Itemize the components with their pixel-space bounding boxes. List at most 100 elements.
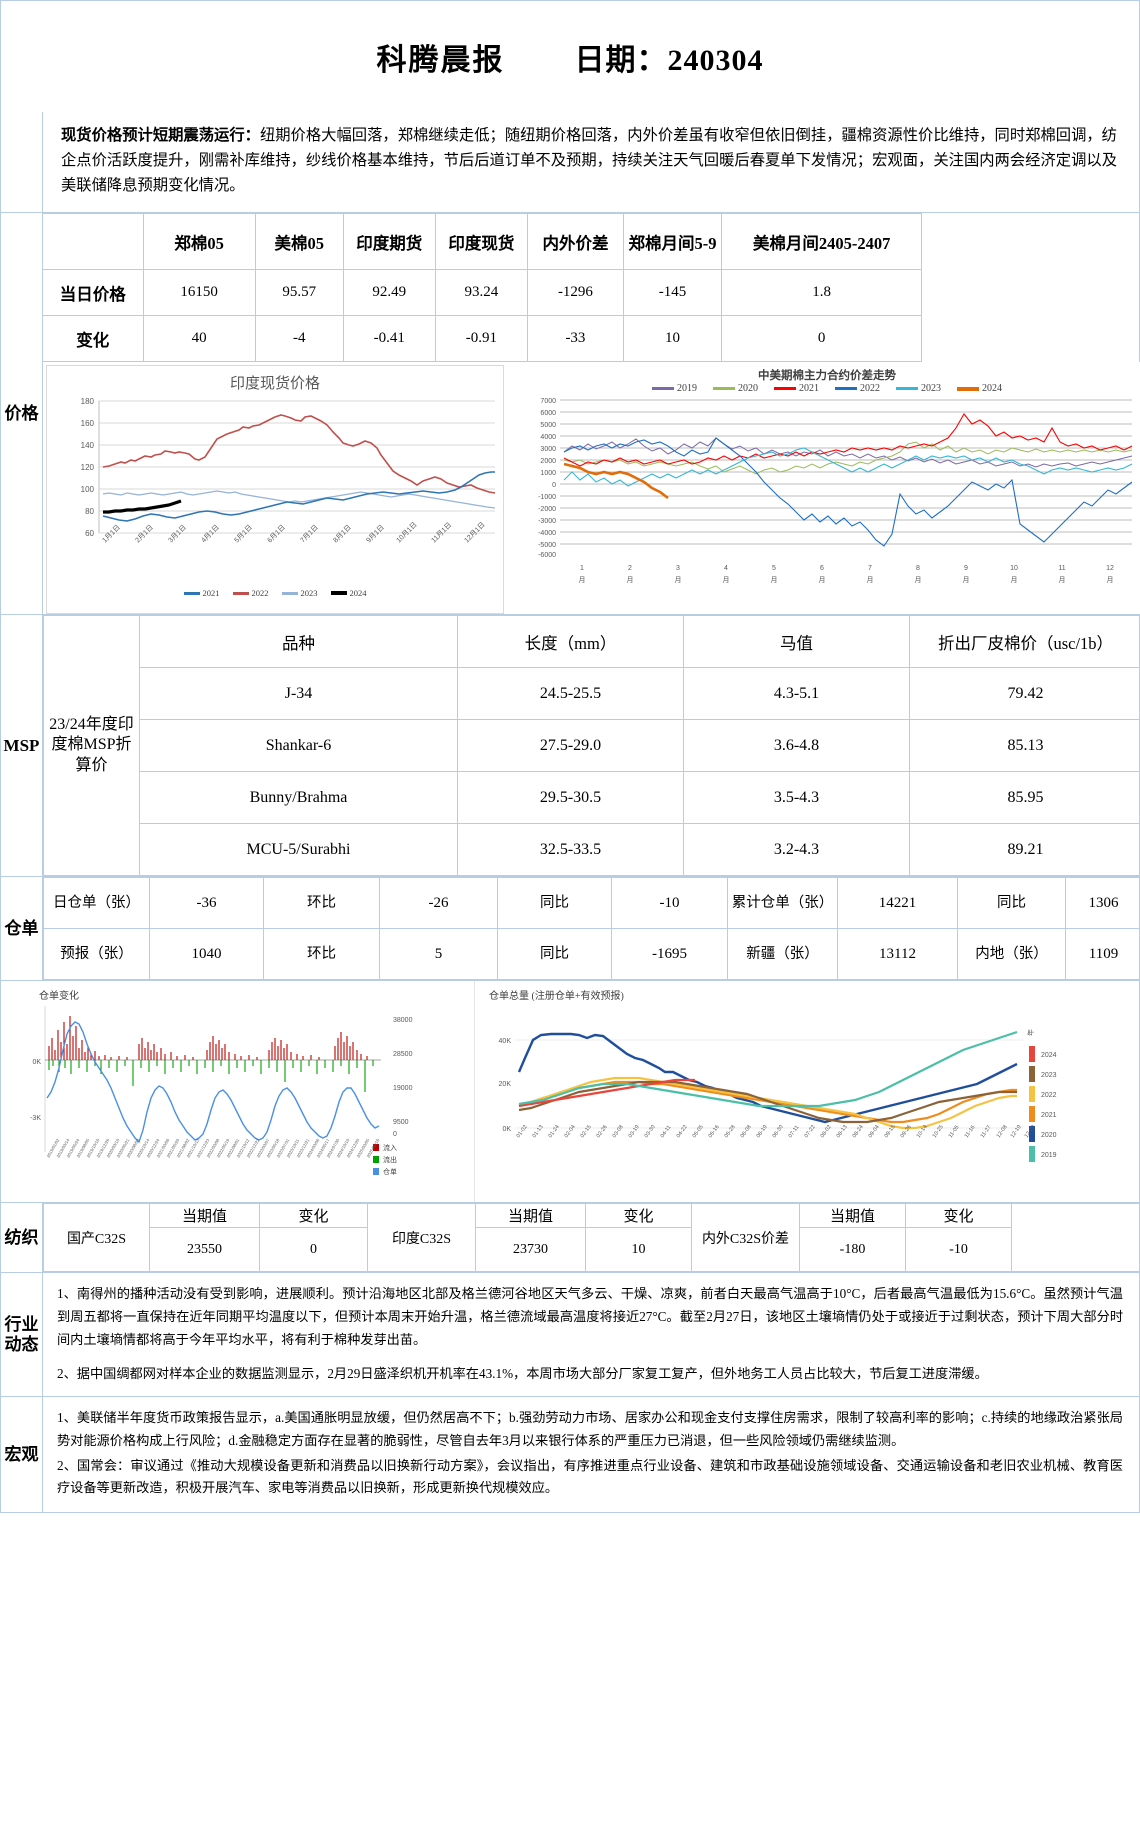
svg-text:140: 140 xyxy=(81,441,95,450)
svg-text:5000: 5000 xyxy=(540,422,556,429)
svg-text:60: 60 xyxy=(85,529,94,538)
chart-2-title: 中美期棉主力合约价差走势 xyxy=(758,370,896,383)
svg-text:2022: 2022 xyxy=(1041,1092,1057,1099)
svg-text:-6000: -6000 xyxy=(538,552,556,559)
msp-row-3-variety: MCU-5/Surabhi xyxy=(139,823,458,877)
price-row-0-val-5: -145 xyxy=(622,269,723,317)
svg-text:01-13: 01-13 xyxy=(532,1124,545,1139)
legend-item-2021: 2021 xyxy=(183,588,220,598)
svg-text:80: 80 xyxy=(85,507,94,516)
price-header-3: 印度期货 xyxy=(342,213,436,271)
industry-news-section: 行业动态 1、南得州的播种活动没有受到影响，进展顺利。预计沿海地区北部及格兰德河… xyxy=(0,1273,1140,1398)
textile-header-1-current: 当期值 xyxy=(475,1203,586,1229)
svg-text:1000: 1000 xyxy=(540,470,556,477)
svg-text:02-26: 02-26 xyxy=(596,1124,609,1139)
svg-text:10-14: 10-14 xyxy=(916,1124,929,1139)
legend-item-2021: 2021 xyxy=(774,383,819,394)
svg-text:流出: 流出 xyxy=(383,1155,397,1164)
table-row: J-34 24.5-25.5 4.3-5.1 79.42 xyxy=(44,667,1140,721)
warrant-r1-c3: 同比 xyxy=(497,928,612,981)
svg-text:月: 月 xyxy=(1011,576,1018,584)
price-section-body: 郑棉05 美棉05 印度期货 印度现货 内外价差 郑棉月间5-9 美棉月间240… xyxy=(43,213,1140,615)
svg-text:10-25: 10-25 xyxy=(932,1124,945,1139)
msp-row-1-length: 27.5-29.0 xyxy=(457,719,684,773)
chart-warrant-change: 仓单变化 0K -3K 38000 28500 19000 9500 0 xyxy=(1,981,475,1203)
svg-text:06-30: 06-30 xyxy=(772,1124,785,1139)
textile-section-body: 国产C32S 当期值 变化 印度C32S 当期值 变化 内外C32S价差 当期值… xyxy=(43,1203,1140,1273)
svg-text:月: 月 xyxy=(771,576,778,584)
svg-text:0K: 0K xyxy=(502,1126,511,1133)
chart-4-plot: 40K 20K 0K 年 xyxy=(499,1029,1057,1163)
svg-text:160: 160 xyxy=(81,419,95,428)
svg-text:2020: 2020 xyxy=(1041,1132,1057,1139)
warrant-r0-c5: 同比 xyxy=(957,877,1066,930)
legend-item-2023: 2023 xyxy=(281,588,318,599)
textile-header-2-current: 当期值 xyxy=(799,1203,906,1229)
chart-3-title: 仓单变化 xyxy=(39,991,79,1003)
svg-text:0: 0 xyxy=(393,1131,397,1138)
svg-text:0K: 0K xyxy=(32,1059,41,1066)
legend-label-2020: 2020 xyxy=(738,383,758,395)
svg-text:06-19: 06-19 xyxy=(756,1124,769,1139)
price-row-1-val-6: 0 xyxy=(721,315,923,363)
svg-text:09-26: 09-26 xyxy=(900,1124,913,1139)
msp-row-0-mic: 4.3-5.1 xyxy=(683,667,910,721)
svg-text:-5000: -5000 xyxy=(538,542,556,549)
price-row-0-val-2: 92.49 xyxy=(342,269,436,317)
svg-text:05-28: 05-28 xyxy=(724,1124,737,1139)
svg-text:10: 10 xyxy=(1010,565,1018,572)
msp-row-1-price: 85.13 xyxy=(909,719,1140,773)
section-label-textile: 纺织 xyxy=(1,1203,43,1273)
svg-text:-3000: -3000 xyxy=(538,518,556,525)
report-date: 日期：240304 xyxy=(574,43,764,77)
price-header-filler xyxy=(922,214,1140,270)
svg-text:月: 月 xyxy=(675,576,682,584)
chart-3-plot: 0K -3K 38000 28500 19000 9500 0 xyxy=(30,1006,413,1176)
svg-text:0: 0 xyxy=(552,482,556,489)
industry-news-item-1: 2、据中国绸都网对样本企业的数据监测显示，2月29日盛泽织机开机率在43.1%，… xyxy=(57,1366,988,1382)
warrant-r0-v3: -10 xyxy=(611,877,728,930)
chart-2-plot: 7000 6000 5000 4000 3000 2000 1000 0 -1000 -2… xyxy=(538,398,1133,584)
price-row-0-val-4: -1296 xyxy=(526,269,624,317)
price-table: 郑棉05 美棉05 印度期货 印度现货 内外价差 郑棉月间5-9 美棉月间240… xyxy=(43,213,1140,363)
warrant-r1-v1: 1040 xyxy=(149,928,264,981)
msp-table: 23/24年度印度棉MSP折算价 品种 长度（mm） 马值 折出厂皮棉价（usc… xyxy=(43,615,1140,877)
svg-text:11-27: 11-27 xyxy=(980,1125,993,1140)
industry-news-body: 1、南得州的播种活动没有受到影响，进展顺利。预计沿海地区北部及格兰德河谷地区天气… xyxy=(43,1273,1139,1396)
svg-text:月: 月 xyxy=(867,576,874,584)
warrant-charts-body: 仓单变化 0K -3K 38000 28500 19000 9500 0 xyxy=(1,981,1139,1203)
svg-text:4: 4 xyxy=(724,565,728,572)
price-table-header-row: 郑棉05 美棉05 印度期货 印度现货 内外价差 郑棉月间5-9 美棉月间240… xyxy=(43,213,1140,271)
msp-section: MSP 23/24年度印度棉MSP折算价 品种 长度（mm） 马值 折出厂皮棉价… xyxy=(0,615,1140,878)
msp-row-0-price: 79.42 xyxy=(909,667,1140,721)
warrant-r0-c4: 累计仓单（张） xyxy=(727,877,838,930)
chart-1-legend: 2021 2022 2023 2024 xyxy=(47,588,503,598)
price-charts-row: 印度现货价格 xyxy=(43,362,1140,615)
svg-text:7月1日: 7月1日 xyxy=(299,524,320,545)
svg-text:8月1日: 8月1日 xyxy=(332,524,353,545)
price-row-0-label: 当日价格 xyxy=(43,269,144,317)
svg-text:08-24: 08-24 xyxy=(852,1124,865,1139)
price-row-1-val-0: 40 xyxy=(142,315,256,363)
svg-text:9: 9 xyxy=(964,565,968,572)
warrant-r0-v2: -26 xyxy=(379,877,498,930)
summary-lead: 现货价格预计短期震荡运行： xyxy=(61,127,260,144)
legend-item-2020: 2020 xyxy=(713,383,758,394)
msp-section-body: 23/24年度印度棉MSP折算价 品种 长度（mm） 马值 折出厂皮棉价（usc… xyxy=(43,615,1140,877)
legend-item-2022: 2022 xyxy=(835,383,880,394)
chart-warrant-total: 仓单总量 (注册仓单+有效预报) 40K 20K 0K xyxy=(475,981,1139,1202)
legend-label-2023: 2023 xyxy=(300,588,318,599)
svg-text:09-15: 09-15 xyxy=(884,1124,897,1139)
msp-row-0-length: 24.5-25.5 xyxy=(457,667,684,721)
section-label-msp-text: MSP xyxy=(3,736,40,756)
table-row: Shankar-6 27.5-29.0 3.6-4.8 85.13 xyxy=(44,719,1140,773)
legend-item-2019: 2019 xyxy=(652,383,697,394)
warrant-r1-v3: -1695 xyxy=(611,928,728,981)
textile-group-2-current: -180 xyxy=(799,1227,906,1273)
msp-row-3-price: 89.21 xyxy=(909,823,1140,877)
svg-text:5月1日: 5月1日 xyxy=(233,524,254,545)
textile-group-2-name: 内外C32S价差 xyxy=(691,1203,800,1273)
price-row-0-filler xyxy=(922,270,1140,316)
textile-header-2-change: 变化 xyxy=(905,1203,1012,1229)
